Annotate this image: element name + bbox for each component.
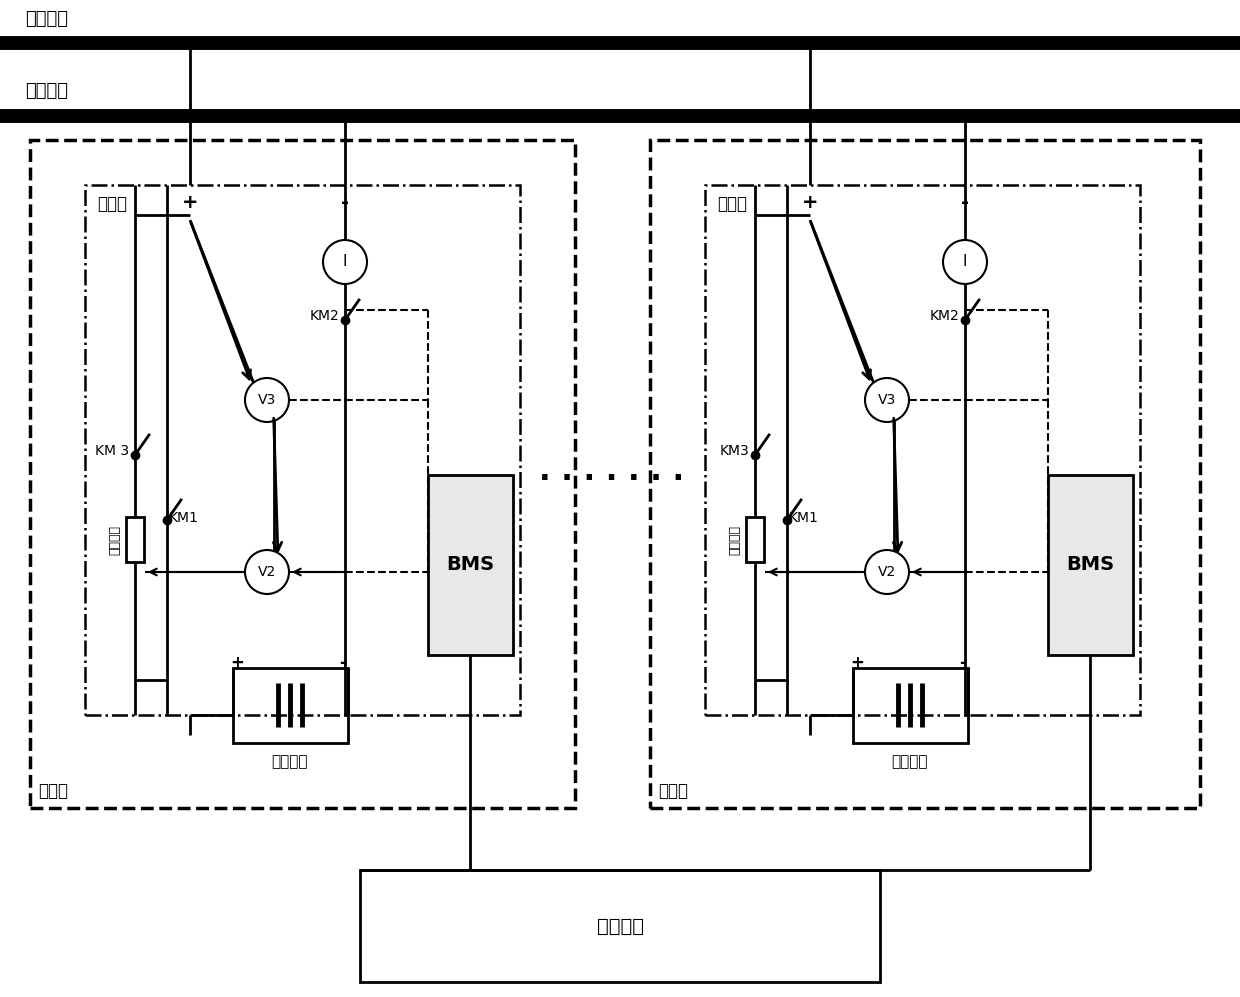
Text: BMS: BMS	[1066, 555, 1114, 574]
Text: · · · · · · ·: · · · · · · ·	[539, 466, 684, 495]
Text: V2: V2	[258, 565, 277, 579]
Text: 预充电阻: 预充电阻	[729, 525, 742, 555]
Text: I: I	[962, 254, 967, 269]
Text: KM2: KM2	[309, 309, 339, 323]
Bar	[1048, 475, 1132, 655]
Text: 储能电池: 储能电池	[272, 755, 309, 770]
Text: 高压箱: 高压箱	[97, 195, 126, 213]
Bar	[746, 517, 764, 562]
Text: KM2: KM2	[929, 309, 959, 323]
Text: V2: V2	[878, 565, 897, 579]
Circle shape	[866, 378, 909, 422]
Text: 控制单元: 控制单元	[596, 916, 644, 935]
Bar	[706, 185, 1140, 715]
Text: 高压箱: 高压箱	[717, 195, 746, 213]
Bar	[86, 185, 520, 715]
Text: BMS: BMS	[446, 555, 494, 574]
Text: +: +	[231, 653, 244, 672]
Text: 电池簇: 电池簇	[658, 782, 688, 800]
Text: -: -	[339, 653, 346, 672]
Bar	[30, 140, 575, 808]
Bar	[233, 668, 347, 743]
Text: 预充电阻: 预充电阻	[109, 525, 122, 555]
Text: -: -	[341, 193, 348, 212]
Text: 电池簇: 电池簇	[38, 782, 68, 800]
Bar	[650, 140, 1200, 808]
Text: V3: V3	[878, 393, 897, 407]
Circle shape	[942, 240, 987, 284]
Text: -: -	[961, 193, 968, 212]
Text: KM3: KM3	[719, 444, 749, 458]
Text: KM1: KM1	[169, 511, 198, 525]
Bar	[360, 870, 880, 982]
Text: +: +	[802, 193, 818, 212]
Bar	[428, 475, 512, 655]
Bar	[853, 668, 967, 743]
Text: -: -	[959, 653, 966, 672]
Text: V3: V3	[258, 393, 277, 407]
Circle shape	[246, 378, 289, 422]
Text: 负极母线: 负极母线	[25, 82, 68, 100]
Text: KM 3: KM 3	[95, 444, 129, 458]
Circle shape	[246, 550, 289, 594]
Bar	[126, 517, 144, 562]
Circle shape	[866, 550, 909, 594]
Circle shape	[322, 240, 367, 284]
Text: 正极母线: 正极母线	[25, 10, 68, 28]
Text: 储能电池: 储能电池	[892, 755, 929, 770]
Text: I: I	[342, 254, 347, 269]
Text: +: +	[182, 193, 198, 212]
Text: +: +	[851, 653, 864, 672]
Text: KM1: KM1	[789, 511, 818, 525]
